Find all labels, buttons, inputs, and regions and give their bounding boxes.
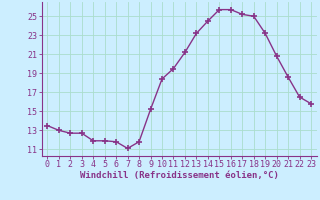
X-axis label: Windchill (Refroidissement éolien,°C): Windchill (Refroidissement éolien,°C): [80, 171, 279, 180]
